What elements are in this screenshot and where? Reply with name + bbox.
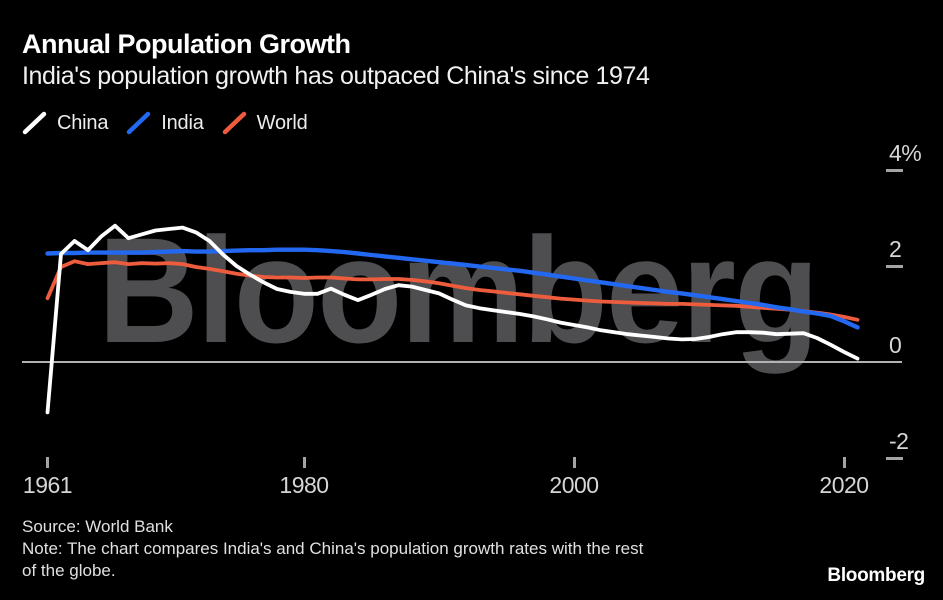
china-line [45, 223, 860, 415]
legend-item-india: India [126, 110, 204, 136]
x-axis-tick-2000 [572, 457, 576, 468]
x-axis-label-1961: 1961 [22, 472, 73, 498]
x-axis-tick-1961 [46, 457, 49, 468]
x-axis-label-2020: 2020 [819, 472, 869, 498]
china-series-swatch-icon [22, 111, 47, 135]
x-axis-label-1980: 1980 [279, 472, 329, 498]
note-text: Note: The chart compares India's and Chi… [22, 538, 643, 582]
source-text: Source: World Bank [22, 517, 173, 536]
y-axis-label-4%: 4% [889, 140, 922, 166]
y-axis-tick-2 [886, 264, 903, 268]
bloomberg-watermark: Bloomberg [98, 206, 817, 374]
legend-item-china: China [22, 110, 108, 136]
x-axis-label-2000: 2000 [549, 472, 599, 498]
legend-item-world: World [222, 110, 308, 136]
chart-subtitle: India's population growth has outpaced C… [22, 62, 650, 90]
world-line [45, 259, 860, 322]
note-line-1: Note: The chart compares India's and Chi… [22, 539, 644, 558]
note-line-2: of the globe. [22, 561, 116, 580]
chart-legend: China India World [22, 110, 308, 136]
y-axis-label-0: 0 [889, 332, 902, 358]
world-series-swatch-icon [222, 111, 246, 135]
y-axis-label-2: 2 [889, 236, 902, 262]
page-title: Annual Population Growth [22, 29, 351, 59]
x-axis-tick-2020 [842, 457, 846, 468]
legend-label-india: India [161, 111, 204, 134]
x-axis-tick-1980 [302, 457, 306, 468]
india-series-swatch-icon [127, 111, 151, 135]
legend-label-china: China [57, 111, 109, 134]
y-axis-label--2: -2 [889, 428, 909, 454]
y-axis-tick-4% [886, 168, 903, 172]
legend-label-world: World [256, 111, 308, 134]
y-axis-tick--2 [886, 456, 903, 460]
india-line [45, 247, 860, 330]
bloomberg-logo: Bloomberg [827, 565, 925, 586]
